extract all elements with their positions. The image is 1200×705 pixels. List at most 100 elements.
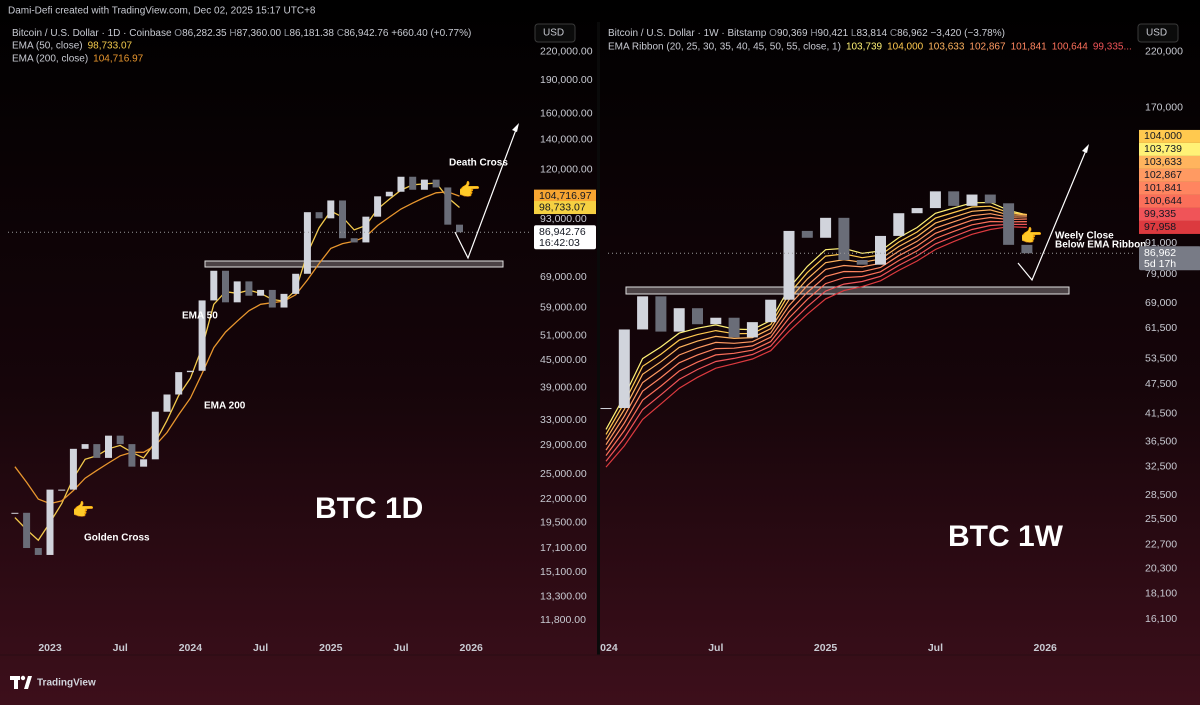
currency-button[interactable] [534, 23, 576, 43]
y-tick-label: 170,000 [1145, 102, 1183, 114]
change: −3,420 (−3.78%) [930, 28, 1005, 39]
price-label-box [1139, 181, 1200, 195]
ohlc-value: 86,942.76 [344, 28, 389, 39]
y-tick-label: 39,000.00 [540, 382, 587, 394]
candle [303, 212, 311, 274]
candle [637, 296, 649, 330]
ema-line [605, 213, 1027, 446]
x-tick-label: Jul [928, 642, 943, 654]
candle [280, 293, 288, 308]
y-tick-label: 140,000.00 [540, 134, 593, 146]
candle [34, 548, 42, 555]
ema-line [605, 216, 1027, 451]
price-label-box [1139, 194, 1200, 208]
y-tick-label: 15,100.00 [540, 566, 587, 578]
y-tick-label: 20,300 [1145, 563, 1177, 575]
x-tick-label: 2026 [1034, 642, 1058, 654]
y-tick-label: 33,000.00 [540, 414, 587, 426]
support-zone [625, 286, 1070, 295]
candle [929, 191, 941, 209]
currency[interactable]: USD [543, 28, 564, 39]
y-tick-label: 160,000.00 [540, 108, 593, 120]
candle [198, 300, 206, 371]
currency[interactable]: USD [1146, 28, 1167, 39]
legend-value: 104,716.97 [93, 54, 143, 65]
candle [838, 217, 850, 261]
panel-divider [597, 22, 600, 655]
price-label-box [1139, 207, 1200, 221]
ohlc-key: O [769, 28, 777, 39]
candle [432, 179, 440, 188]
candle [948, 191, 960, 206]
candle [140, 459, 148, 467]
legend-value: 99,335... [1093, 42, 1132, 53]
candle [175, 372, 183, 395]
x-tick-label: Jul [708, 642, 723, 654]
candle [875, 235, 886, 265]
price-label-box [534, 189, 596, 203]
y-tick-label: 190,000.00 [540, 74, 593, 86]
annotation: EMA 50 [182, 311, 218, 322]
candle [783, 230, 795, 300]
y-tick-label: 69,000.00 [540, 271, 587, 283]
currency-button[interactable] [1137, 23, 1179, 43]
candle [257, 289, 265, 296]
price-label: 102,867 [1144, 169, 1182, 181]
x-tick-label: 2026 [460, 642, 484, 654]
ema-line [14, 191, 460, 505]
legend-value: 103,633 [928, 42, 965, 53]
candle [245, 281, 253, 296]
chart-panel: 2024 Jul 2025 Jul 2026 [594, 144, 1135, 654]
annotation-icon: 👉 [1020, 226, 1042, 247]
chart-watermark: BTC 1W [948, 520, 1064, 553]
y-tick-label: 16,100 [1145, 613, 1177, 625]
ema-line [605, 226, 1027, 468]
y-tick-label: 28,500 [1145, 489, 1177, 501]
y-tick-label: 22,700 [1145, 538, 1177, 550]
x-tick-label: Jul [253, 642, 268, 654]
legend-value: 98,733.07 [88, 41, 133, 52]
price-label: 104,000 [1144, 130, 1182, 142]
ohlc-key: O [174, 28, 182, 39]
y-tick-label: 91,000 [1145, 237, 1177, 249]
y-tick-label: 79,000 [1145, 268, 1177, 280]
candle [673, 308, 685, 332]
annotation: Death Cross [449, 158, 508, 169]
candle [746, 322, 758, 338]
candle [339, 200, 346, 239]
symbol-header: Bitcoin / U.S. Dollar · 1W · Bitstamp O9… [608, 28, 1005, 39]
candle [397, 176, 405, 192]
y-tick-label: 220,000.00 [540, 46, 593, 58]
chart-panel: 2023 Jul 2024 Jul 2025 Jul 2026 [8, 123, 530, 654]
ema-line [605, 220, 1027, 456]
ohlc-value: 83,814 [856, 28, 887, 39]
annotation: Below EMA Ribbon [1055, 240, 1146, 251]
y-tick-label: 51,000.00 [540, 330, 587, 342]
candle [966, 194, 978, 206]
candle [420, 179, 428, 190]
candle [856, 260, 868, 265]
price-label-box [534, 201, 596, 215]
x-tick-label: 2025 [814, 642, 838, 654]
ema-line [605, 209, 1027, 440]
ohlc-value: 86,181.38 [289, 28, 334, 39]
ohlc-value: 86,962 [897, 28, 928, 39]
ohlc-value: 90,421 [818, 28, 849, 39]
candle [69, 448, 77, 490]
candle [11, 512, 19, 514]
countdown-label: 5d 17h [1144, 258, 1176, 270]
ema-line [605, 205, 1027, 435]
price-label: 103,739 [1144, 143, 1182, 155]
candle [911, 208, 923, 214]
ohlc-key: L [851, 28, 857, 39]
y-tick-label: 220,000 [1145, 46, 1183, 58]
y-tick-label: 18,100 [1145, 587, 1177, 599]
x-tick-label: 2024 [594, 642, 618, 654]
x-tick-label: 2025 [319, 642, 343, 654]
candle [385, 191, 393, 197]
candle [984, 194, 996, 204]
symbol-header: Bitcoin / U.S. Dollar · 1D · Coinbase O8… [12, 28, 471, 39]
y-tick-label: 69,000 [1145, 297, 1177, 309]
candle [268, 289, 276, 308]
